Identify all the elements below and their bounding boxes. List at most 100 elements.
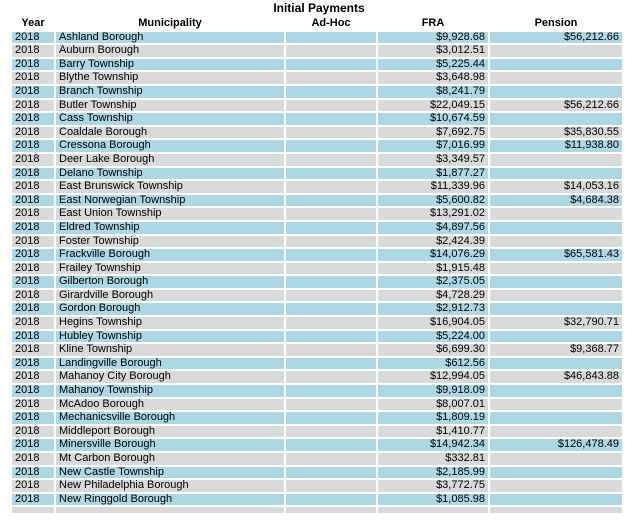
cell-municipality: Minersville Borough bbox=[56, 439, 284, 451]
cell-municipality: New Castle Township bbox=[56, 466, 284, 479]
cell-pension: $14,053.16 bbox=[490, 181, 622, 193]
cell-pension bbox=[490, 221, 622, 234]
cell-municipality: Landingville Borough bbox=[56, 357, 284, 370]
cell-pension: $4,684.38 bbox=[490, 194, 622, 207]
cell-municipality: Foster Township bbox=[56, 235, 284, 248]
cell-fra: $14,076.29 bbox=[378, 249, 488, 261]
table-row: 2018 Mahanoy Township $9,918.09 bbox=[12, 385, 622, 397]
table-row bbox=[12, 507, 622, 514]
cell-pension bbox=[490, 58, 622, 71]
cell-year: 2018 bbox=[12, 72, 54, 84]
cell-year: 2018 bbox=[12, 276, 54, 288]
cell-pension bbox=[490, 276, 622, 288]
cell-pension bbox=[490, 235, 622, 248]
cell-pension: $9,368.77 bbox=[490, 344, 622, 356]
cell-municipality bbox=[56, 507, 284, 514]
cell-fra: $7,016.99 bbox=[378, 140, 488, 152]
cell-pension bbox=[490, 72, 622, 84]
cell-year bbox=[12, 507, 54, 514]
cell-fra: $9,918.09 bbox=[378, 385, 488, 397]
cell-fra: $8,007.01 bbox=[378, 398, 488, 411]
cell-fra: $3,648.98 bbox=[378, 72, 488, 84]
cell-year: 2018 bbox=[12, 303, 54, 316]
cell-municipality: Hubley Township bbox=[56, 330, 284, 343]
table-row: 2018 Eldred Township $4,897.56 bbox=[12, 221, 622, 234]
cell-municipality: Hegins Township bbox=[56, 317, 284, 329]
cell-municipality: East Union Township bbox=[56, 208, 284, 220]
cell-year: 2018 bbox=[12, 249, 54, 261]
cell-fra: $2,185.99 bbox=[378, 466, 488, 479]
cell-municipality: Barry Township bbox=[56, 58, 284, 71]
table-row: 2018 Mt Carbon Borough $332.81 bbox=[12, 453, 622, 465]
cell-fra: $5,225.44 bbox=[378, 58, 488, 71]
cell-municipality: Frackville Borough bbox=[56, 249, 284, 261]
cell-pension bbox=[490, 303, 622, 316]
cell-municipality: Girardville Borough bbox=[56, 289, 284, 302]
cell-fra: $7,692.75 bbox=[378, 126, 488, 139]
cell-ad-hoc bbox=[286, 85, 376, 98]
cell-year: 2018 bbox=[12, 289, 54, 302]
cell-pension: $46,843.88 bbox=[490, 371, 622, 384]
cell-year: 2018 bbox=[12, 412, 54, 424]
table-row: 2018 Frailey Township $1,915.48 bbox=[12, 262, 622, 275]
cell-fra: $13,291.02 bbox=[378, 208, 488, 220]
cell-year: 2018 bbox=[12, 31, 54, 44]
cell-pension bbox=[490, 330, 622, 343]
table-row: 2018 Deer Lake Borough $3,349.57 bbox=[12, 153, 622, 166]
table-row: 2018 McAdoo Borough $8,007.01 bbox=[12, 398, 622, 411]
cell-pension: $65,581.43 bbox=[490, 249, 622, 261]
cell-year: 2018 bbox=[12, 45, 54, 57]
cell-municipality: Auburn Borough bbox=[56, 45, 284, 57]
payments-table-header: Year Municipality Ad-Hoc FRA Pension bbox=[12, 18, 622, 30]
cell-ad-hoc bbox=[286, 99, 376, 112]
cell-municipality: McAdoo Borough bbox=[56, 398, 284, 411]
header-row: Year Municipality Ad-Hoc FRA Pension bbox=[12, 18, 622, 30]
cell-municipality: East Brunswick Township bbox=[56, 181, 284, 193]
cell-fra: $1,410.77 bbox=[378, 425, 488, 438]
cell-fra: $4,897.56 bbox=[378, 221, 488, 234]
cell-fra: $22,049.15 bbox=[378, 99, 488, 112]
cell-municipality: Butler Township bbox=[56, 99, 284, 112]
cell-year: 2018 bbox=[12, 126, 54, 139]
cell-ad-hoc bbox=[286, 344, 376, 356]
cell-year: 2018 bbox=[12, 466, 54, 479]
cell-pension bbox=[490, 113, 622, 125]
cell-municipality: New Philadelphia Borough bbox=[56, 480, 284, 492]
cell-year: 2018 bbox=[12, 357, 54, 370]
cell-municipality: Ashland Borough bbox=[56, 31, 284, 44]
cell-year: 2018 bbox=[12, 262, 54, 275]
cell-fra: $612.56 bbox=[378, 357, 488, 370]
table-row: 2018 East Union Township $13,291.02 bbox=[12, 208, 622, 220]
cell-pension bbox=[490, 262, 622, 275]
cell-pension bbox=[490, 385, 622, 397]
cell-pension bbox=[490, 45, 622, 57]
cell-pension bbox=[490, 493, 622, 506]
cell-ad-hoc bbox=[286, 289, 376, 302]
cell-fra: $1,809.19 bbox=[378, 412, 488, 424]
cell-pension: $56,212.66 bbox=[490, 99, 622, 112]
cell-ad-hoc bbox=[286, 303, 376, 316]
cell-year: 2018 bbox=[12, 425, 54, 438]
table-row: 2018 Auburn Borough $3,012.51 bbox=[12, 45, 622, 57]
column-header-pension: Pension bbox=[490, 18, 622, 30]
cell-ad-hoc bbox=[286, 385, 376, 397]
cell-year: 2018 bbox=[12, 317, 54, 329]
cell-fra: $11,339.96 bbox=[378, 181, 488, 193]
cell-pension bbox=[490, 425, 622, 438]
cell-municipality: Blythe Township bbox=[56, 72, 284, 84]
cell-municipality: Cressona Borough bbox=[56, 140, 284, 152]
column-header-fra: FRA bbox=[378, 18, 488, 30]
cell-ad-hoc bbox=[286, 412, 376, 424]
cell-fra: $8,241.79 bbox=[378, 85, 488, 98]
table-row: 2018 Cressona Borough $7,016.99 $11,938.… bbox=[12, 140, 622, 152]
cell-pension: $35,830.55 bbox=[490, 126, 622, 139]
cell-ad-hoc bbox=[286, 425, 376, 438]
cell-ad-hoc bbox=[286, 330, 376, 343]
cell-fra bbox=[378, 507, 488, 514]
cell-fra: $16,904.05 bbox=[378, 317, 488, 329]
cell-fra: $2,912.73 bbox=[378, 303, 488, 316]
table-row: 2018 Butler Township $22,049.15 $56,212.… bbox=[12, 99, 622, 112]
cell-municipality: Middleport Borough bbox=[56, 425, 284, 438]
cell-fra: $14,942.34 bbox=[378, 439, 488, 451]
